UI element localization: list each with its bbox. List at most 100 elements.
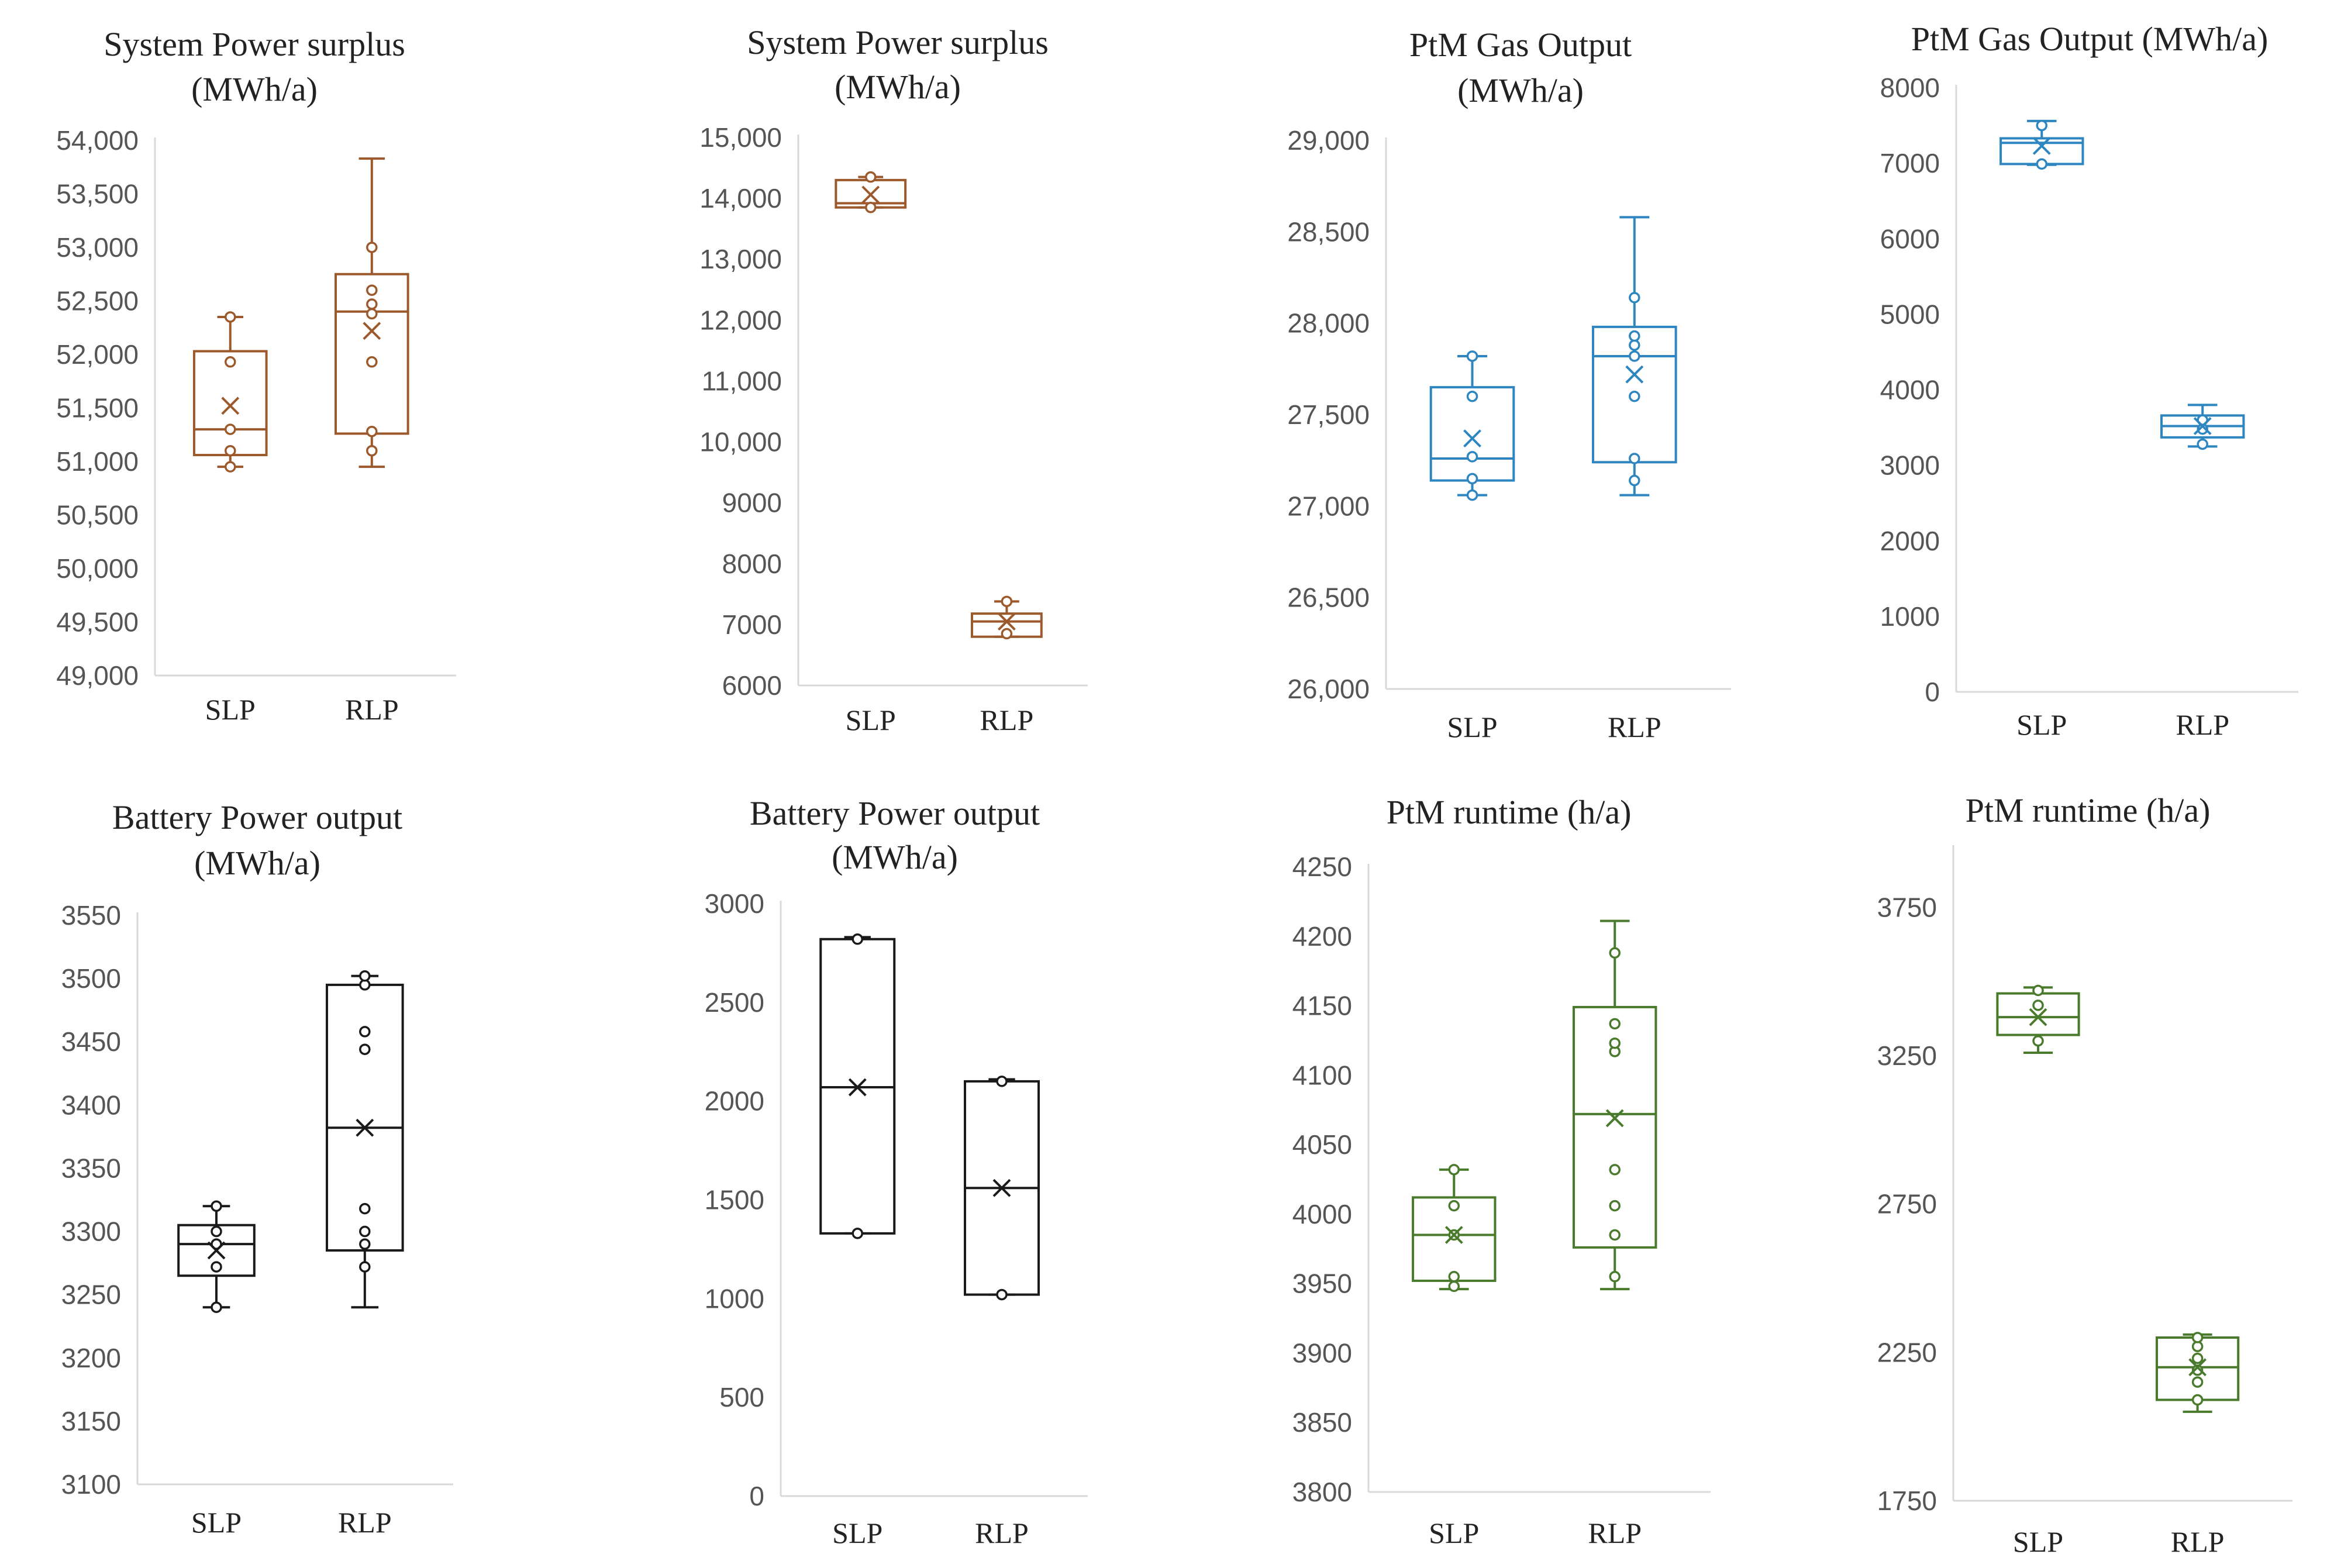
mean-marker [997,612,1016,631]
box-slp [192,311,268,473]
data-point [211,1301,222,1314]
y-tick-label: 51,000 [56,446,139,477]
data-point [2191,1364,2204,1376]
y-tick-label: 3000 [1880,450,1940,481]
y-tick-label: 54,000 [56,125,139,156]
data-point [366,356,378,368]
mean-marker [2188,1358,2207,1377]
data-point [1609,1018,1621,1030]
y-tick-label: 3200 [61,1343,121,1373]
chart-title: System Power surplus [747,23,1049,61]
box-rlp [964,1076,1040,1301]
data-point [225,461,236,473]
data-point [1629,292,1640,304]
box-slp [1412,1164,1497,1293]
data-point [2191,1332,2204,1343]
data-point [366,308,378,320]
box-slp [819,933,896,1239]
y-tick-label: 3450 [61,1026,121,1057]
y-tick-label: 28,500 [1287,216,1370,247]
x-category-label: SLP [205,693,256,726]
y-tick-label: 2000 [705,1086,764,1116]
chart-title: System Power surplus [104,25,405,63]
data-point [359,1202,371,1215]
data-point [2036,158,2047,170]
chart-panel-6: Battery Power output (MWh/a) 0 500 1000 1500 2… [705,794,1088,1549]
x-category-label: RLP [338,1506,392,1539]
y-tick-label: 4050 [1292,1129,1352,1160]
data-point [2191,1376,2204,1388]
chart-panel-1: System Power surplus (MWh/a) 49,000 49,500 5… [56,25,456,726]
y-tick-label: 3400 [61,1090,121,1120]
mean-marker [848,1078,867,1097]
chart-panel-8: PtM runtime (h/a) 1750 2250 2750 3250 3750 SLP… [1877,791,2292,1558]
y-tick-label: 13,000 [699,244,782,274]
chart-title: Battery Power output [750,794,1040,832]
data-point [211,1225,222,1238]
chart-title: Battery Power output [112,798,402,836]
data-point [1609,1037,1621,1049]
data-point [1466,473,1478,485]
y-tick-label: 0 [1925,677,1940,707]
y-tick-label: 52,000 [56,339,139,370]
mean-marker [2032,137,2051,155]
data-point [2032,1035,2044,1047]
chart-panel-5: Battery Power output (MWh/a) 3100 3150 3200 3… [61,798,453,1539]
y-tick-label: 2000 [1880,526,1940,556]
data-point [2032,984,2044,997]
chart-panel-4: PtM Gas Output (MWh/a) 0 1000 2000 3000 4000 5… [1880,20,2298,741]
mean-marker [1463,429,1481,448]
x-category-label: RLP [2171,1525,2225,1558]
chart-title: PtM Gas Output (MWh/a) [1911,20,2269,58]
y-tick-label: 29,000 [1287,125,1370,156]
data-point [359,1225,371,1238]
y-tick-label: 2750 [1877,1189,1937,1219]
y-tick-label: 3150 [61,1406,121,1436]
chart-title: (MWh/a) [194,844,320,882]
data-point [2191,1352,2204,1364]
y-tick-label: 0 [749,1481,764,1511]
y-tick-label: 3350 [61,1153,121,1183]
y-tick-label: 51,500 [56,393,139,423]
x-category-label: SLP [191,1506,242,1539]
y-tick-label: 5000 [1880,299,1940,329]
y-tick-label: 2250 [1877,1337,1937,1367]
data-point [211,1200,222,1212]
y-tick-label: 3800 [1292,1477,1352,1507]
y-tick-label: 3000 [705,888,764,919]
y-tick-label: 7000 [1880,148,1940,178]
data-point [225,423,236,435]
mean-marker [1445,1226,1463,1244]
data-point [1466,489,1478,501]
y-tick-label: 53,500 [56,179,139,209]
chart-title: (MWh/a) [1457,71,1584,109]
y-tick-label: 3900 [1292,1338,1352,1368]
x-category-label: SLP [2016,708,2067,741]
y-tick-label: 53,000 [56,232,139,263]
x-category-label: SLP [2013,1525,2063,1558]
mean-marker [363,322,381,340]
y-tick-label: 1500 [705,1185,764,1215]
data-point [366,242,378,253]
y-tick-label: 15,000 [699,122,782,153]
y-tick-label: 500 [719,1382,764,1412]
data-point [851,933,863,945]
x-category-label: SLP [1429,1517,1479,1549]
data-point [1609,947,1621,959]
data-point [366,444,378,457]
y-tick-label: 7000 [722,609,782,640]
x-category-label: SLP [1447,711,1497,743]
data-point [1448,1164,1460,1176]
mean-marker [356,1118,374,1137]
box-rlp [2160,404,2245,450]
x-category-label: RLP [975,1517,1029,1549]
data-point [359,1238,371,1250]
data-point [1629,330,1640,342]
chart-title: (MWh/a) [191,70,318,108]
y-tick-label: 27,500 [1287,399,1370,430]
y-tick-label: 6000 [722,670,782,701]
data-point [865,201,877,213]
data-point [1448,1200,1460,1212]
box-rlp [1573,919,1657,1291]
y-tick-label: 8000 [1880,73,1940,103]
